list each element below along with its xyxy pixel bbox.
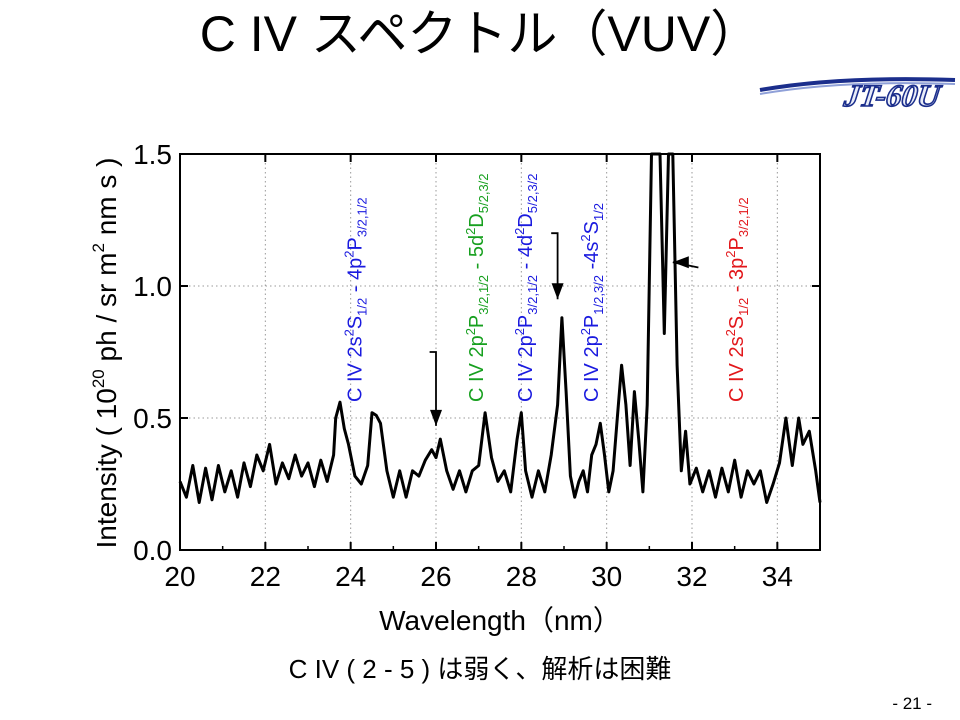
svg-text:Intensity ( 1020 ph / sr m2 nm: Intensity ( 1020 ph / sr m2 nm s ) (89, 158, 122, 549)
x-tick-label: 22 (250, 561, 281, 592)
y-tick-label: 0.5 (133, 403, 172, 434)
spectrum-line (178, 152, 822, 504)
annotation-3: C IV 2p2P3/2,1/2 - 4d2D5/2,3/2 (512, 173, 540, 402)
arrow-26nm-head (430, 409, 442, 426)
plot-frame (179, 153, 821, 551)
y-label-mid: ph / sr m (91, 253, 122, 370)
x-tick-label: 30 (591, 561, 622, 592)
arrow-29nm (551, 232, 559, 300)
arrow-31nm-head (672, 256, 689, 269)
y-label-exp2: 2 (89, 243, 108, 252)
annotation-2: C IV 2p2P3/2,1/2 - 5d2D5/2,3/2 (463, 173, 491, 402)
x-tick-label: 24 (335, 561, 366, 592)
y-axis-label: Intensity ( 1020 ph / sr m2 nm s ) (89, 158, 122, 549)
y-label-exp20: 20 (89, 369, 108, 388)
logo-swoosh (759, 77, 956, 92)
page-number: - 21 - (892, 694, 932, 713)
logo-text: JT-60U (841, 78, 944, 113)
arrow-26nm (429, 351, 437, 426)
annotation-1: C IV 2s2S1/2 - 4p2P3/2,1/2 (341, 197, 369, 402)
arrow-29nm-head (551, 283, 564, 300)
slide-title: C IV スペクトル（VUV） (199, 6, 761, 62)
x-axis-label: Wavelength（nm） (379, 605, 621, 636)
y-tick-label: 1.5 (133, 139, 172, 170)
y-label-post: nm s ) (91, 158, 122, 244)
annotation-5: C IV 2s2S1/2 - 3p2P3/2,1/2 (723, 197, 751, 402)
x-tick-label: 26 (420, 561, 451, 592)
annotation-4: C IV 2p2P1/2,3/2 -4s2S1/2 (578, 203, 606, 402)
slide-caption: C IV ( 2 - 5 ) は弱く、解析は困難 (288, 654, 672, 684)
jt60u-logo: JT-60U (759, 77, 956, 114)
y-tick-label: 0.0 (133, 535, 172, 566)
x-tick-label: 28 (506, 561, 537, 592)
y-label-pre: Intensity ( 10 (91, 388, 122, 548)
x-tick-label: 20 (164, 561, 195, 592)
y-tick-label: 1.0 (133, 271, 172, 302)
x-tick-label: 32 (676, 561, 707, 592)
x-tick-label: 34 (762, 561, 793, 592)
